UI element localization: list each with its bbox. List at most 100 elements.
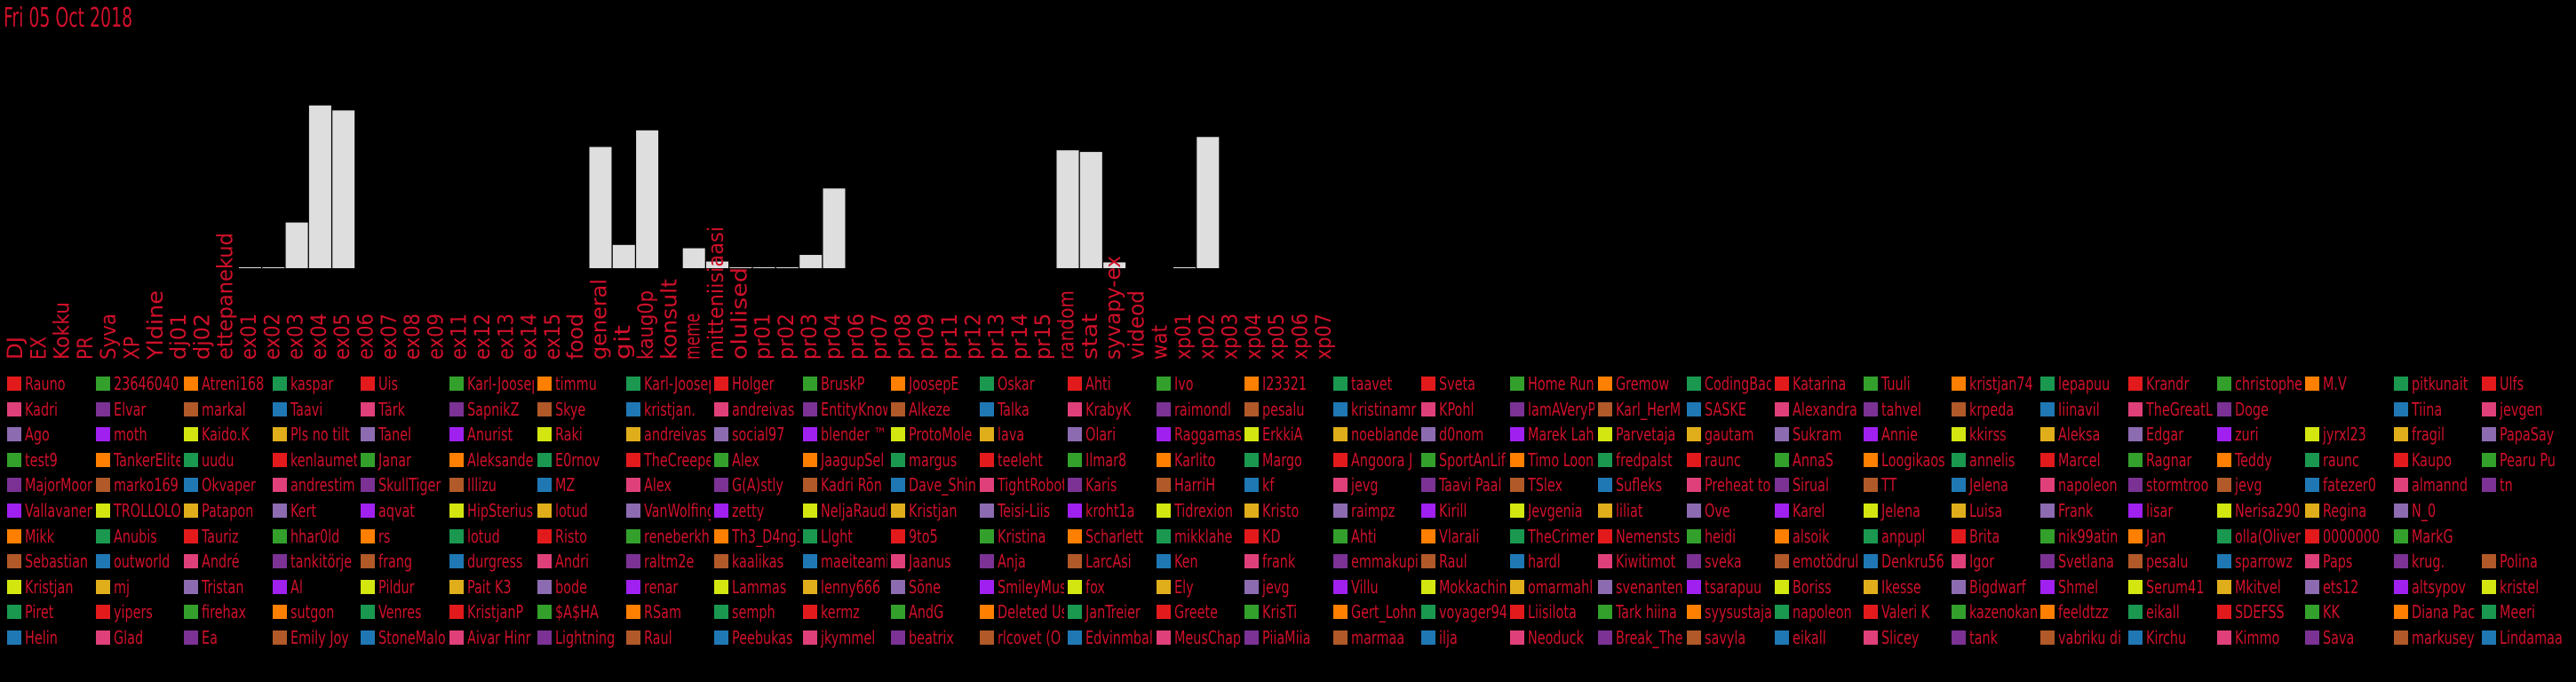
- legend-label: VanWolfing: [643, 500, 712, 521]
- legend-label: Doge: [2234, 398, 2269, 420]
- legend-item: Gremow: [1598, 371, 1683, 396]
- legend-label: Piret: [25, 601, 54, 623]
- legend-label: Jelena: [1969, 474, 2008, 496]
- legend-swatch: [2216, 452, 2231, 467]
- x-tick-label: videod: [1124, 290, 1149, 360]
- legend-label: I23321: [1262, 373, 1308, 394]
- legend-swatch: [1952, 401, 1966, 416]
- bar-syvapy-ex: [1103, 262, 1126, 268]
- legend-item: eikall: [2128, 599, 2214, 624]
- legend-label: napoleon: [2057, 474, 2118, 496]
- legend-swatch: [2128, 452, 2143, 467]
- legend-label: kristinamr: [1350, 398, 1416, 420]
- legend-swatch: [1068, 630, 1082, 645]
- legend-item: N_0: [2393, 498, 2479, 523]
- legend-swatch: [2393, 478, 2408, 493]
- legend-item: Piret: [7, 599, 92, 624]
- x-tick-label: ex08: [400, 313, 425, 360]
- legend-swatch: [2128, 579, 2143, 594]
- legend-swatch: [361, 504, 375, 518]
- legend-label: uudu: [202, 448, 235, 471]
- legend-item: moth: [95, 422, 181, 447]
- legend-swatch: [1775, 605, 1789, 620]
- legend-swatch: [1068, 528, 1082, 543]
- legend-label: Kimmo: [2234, 627, 2279, 648]
- legend-item: Alexandra: [1775, 397, 1860, 422]
- legend-swatch: [1156, 427, 1171, 442]
- legend-label: jkymmel: [820, 627, 875, 648]
- legend-label: Valeri K: [1880, 601, 1929, 623]
- legend-item: Karlito: [1156, 448, 1242, 472]
- legend-swatch: [7, 377, 21, 391]
- legend-item: BruskP: [802, 371, 888, 396]
- legend-label: Kert: [290, 500, 316, 521]
- legend-label: Kaupo: [2411, 448, 2452, 471]
- legend-item: jevg: [1244, 575, 1330, 599]
- legend-label: Tiina: [2411, 398, 2442, 420]
- x-tick-label: xp05: [1264, 313, 1289, 360]
- legend-item: Shmel: [2039, 575, 2126, 599]
- legend-label: hardl: [1527, 551, 1561, 573]
- legend-item: SmileyMus: [979, 575, 1064, 599]
- legend-swatch: [1068, 427, 1082, 442]
- legend-label: Raggamas: [1173, 424, 1242, 446]
- legend-item: Helin: [7, 625, 92, 650]
- legend-item: SportAnLife: [1421, 448, 1507, 472]
- legend-swatch: [1068, 478, 1082, 493]
- legend-label: Alkeze: [909, 398, 950, 420]
- legend-swatch: [1421, 630, 1435, 645]
- legend-label: HarriH: [1173, 474, 1215, 496]
- legend-label: Margo: [1262, 448, 1302, 471]
- legend-label: Karl-Joosep: [466, 373, 535, 394]
- legend-item: andreivas: [714, 397, 799, 422]
- legend-item: Emily Joy: [272, 625, 358, 650]
- legend-swatch: [2039, 478, 2055, 493]
- legend-label: frank: [1262, 551, 1296, 573]
- legend-label: zuri: [2234, 424, 2259, 446]
- legend-item: HipSterius: [449, 498, 535, 523]
- legend-swatch: [184, 528, 198, 543]
- legend-label: 0000000: [2323, 525, 2381, 547]
- legend-label: almannd: [2411, 474, 2468, 496]
- legend-swatch: [184, 377, 198, 391]
- legend-item: jkymmel: [802, 625, 888, 650]
- legend-item: 9to5: [891, 524, 976, 549]
- legend-label: KD: [1262, 525, 1281, 547]
- legend-item: ilja: [1421, 625, 1507, 650]
- legend-swatch: [1244, 630, 1259, 645]
- legend-label: raunc: [2323, 448, 2359, 471]
- legend-swatch: [1775, 504, 1789, 518]
- legend-label: Edvinmbal: [1085, 627, 1153, 648]
- legend-swatch: [272, 630, 287, 645]
- legend-item: raunc: [1686, 448, 1772, 472]
- legend-item: Bigdwarf: [1952, 575, 2037, 599]
- legend-label: raimpz: [1350, 500, 1395, 521]
- x-tick-label: ex12: [470, 313, 495, 360]
- legend-label: TheCrimer: [1527, 525, 1595, 547]
- legend-item: Risto: [537, 524, 623, 549]
- legend-label: sutgon: [290, 601, 334, 623]
- legend-label: Taavi: [290, 398, 322, 420]
- legend-item: Taavi: [272, 397, 358, 422]
- legend-item: Raul: [625, 625, 712, 650]
- legend-label: Scharlett: [1085, 525, 1144, 547]
- legend-item: liliat: [1598, 498, 1683, 523]
- legend-item: Mokkachino: [1421, 575, 1507, 599]
- legend-item: maeiteami: [802, 549, 887, 574]
- legend-swatch: [1686, 452, 1701, 467]
- legend-label: olla(Oliver: [2234, 525, 2301, 547]
- legend-swatch: [1068, 401, 1082, 416]
- legend-label: JaagupSel: [820, 448, 884, 471]
- legend-label: frang: [378, 551, 413, 573]
- legend-item: Raul: [1421, 549, 1507, 574]
- legend-item: kf: [1244, 472, 1330, 497]
- legend-label: Raul: [643, 627, 672, 648]
- legend-swatch: [449, 528, 464, 543]
- legend-swatch: [625, 504, 640, 518]
- legend-swatch: [2039, 528, 2055, 543]
- legend-item: Mikk: [7, 524, 92, 549]
- legend-label: Ragnar: [2146, 448, 2192, 471]
- legend-item: $A$HA: [537, 599, 623, 624]
- legend-swatch: [1952, 504, 1966, 518]
- legend-swatch: [1598, 427, 1612, 442]
